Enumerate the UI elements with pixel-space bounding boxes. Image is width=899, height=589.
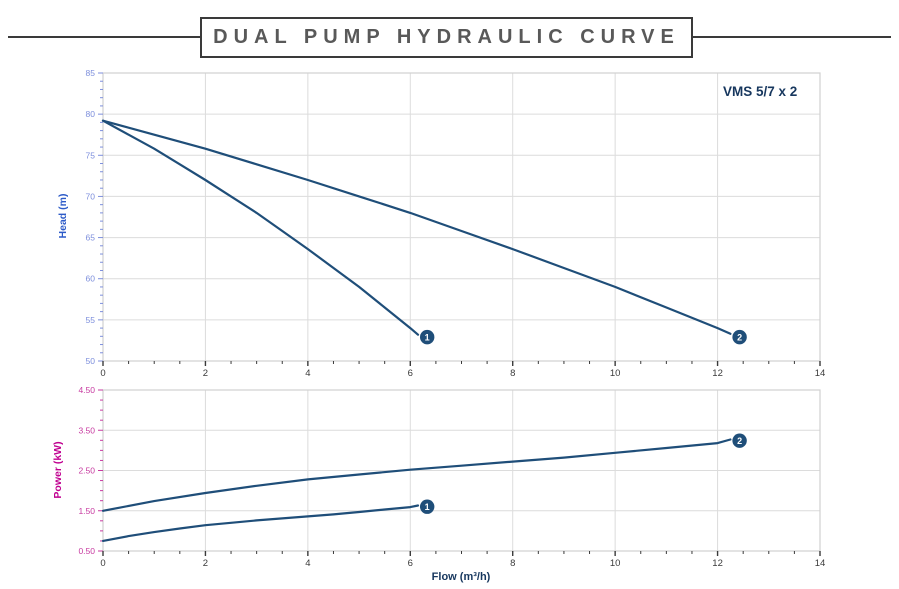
x-tick-label: 8 bbox=[510, 558, 515, 569]
y-tick-label: 60 bbox=[86, 274, 96, 284]
y-tick-label: 80 bbox=[86, 109, 96, 119]
x-tick-label: 6 bbox=[408, 368, 413, 379]
x-tick-label: 0 bbox=[100, 558, 105, 569]
page-title: DUAL PUMP HYDRAULIC CURVE bbox=[213, 26, 680, 48]
y-tick-label: 3.50 bbox=[78, 425, 95, 435]
x-tick-label: 2 bbox=[203, 368, 208, 379]
pump-curve-1 bbox=[101, 119, 420, 336]
y-tick-label: 55 bbox=[86, 315, 96, 325]
chart-title-box: DUAL PUMP HYDRAULIC CURVE bbox=[200, 17, 693, 58]
y-tick-label: 70 bbox=[86, 191, 96, 201]
x-tick-label: 4 bbox=[305, 558, 310, 569]
curve-badge-2 bbox=[732, 329, 747, 345]
curve-badge-label-2: 2 bbox=[737, 332, 742, 342]
y-tick-label: 0.50 bbox=[78, 546, 95, 556]
plot-border bbox=[102, 72, 821, 362]
x-tick-label: 4 bbox=[305, 368, 310, 379]
y-tick-label: 85 bbox=[86, 68, 96, 78]
x-tick-label: 10 bbox=[610, 558, 621, 569]
curve-badge-label-2: 2 bbox=[737, 436, 742, 446]
x-tick-label: 12 bbox=[712, 558, 723, 569]
x-tick-label: 6 bbox=[408, 558, 413, 569]
x-tick-label: 10 bbox=[610, 368, 621, 379]
pump-curve-2 bbox=[101, 438, 732, 512]
x-tick-label: 14 bbox=[815, 558, 826, 569]
curve-badge-1 bbox=[419, 499, 435, 514]
model-label: VMS 5/7 x 2 bbox=[723, 84, 798, 99]
x-tick-label: 0 bbox=[100, 368, 105, 379]
pump-curve-2 bbox=[101, 119, 732, 335]
curve-badge-1 bbox=[419, 329, 435, 345]
y-tick-label: 1.50 bbox=[78, 506, 95, 516]
y-tick-label: 50 bbox=[86, 356, 96, 366]
y-tick-label: 4.50 bbox=[78, 385, 95, 395]
curve-badge-2 bbox=[732, 433, 747, 448]
y-tick-label: 2.50 bbox=[78, 466, 95, 476]
curve-badge-label-1: 1 bbox=[425, 502, 430, 512]
x-tick-label: 2 bbox=[203, 558, 208, 569]
pump-curve-1 bbox=[101, 504, 420, 542]
x-tick-label: 14 bbox=[815, 368, 826, 379]
x-tick-label: 8 bbox=[510, 368, 515, 379]
flow-axis-title: Flow (m³/h) bbox=[431, 571, 491, 583]
curve-badge-label-1: 1 bbox=[425, 332, 430, 342]
x-tick-label: 12 bbox=[712, 368, 723, 379]
y-tick-label: 75 bbox=[86, 150, 96, 160]
y-tick-label: 65 bbox=[86, 233, 96, 243]
